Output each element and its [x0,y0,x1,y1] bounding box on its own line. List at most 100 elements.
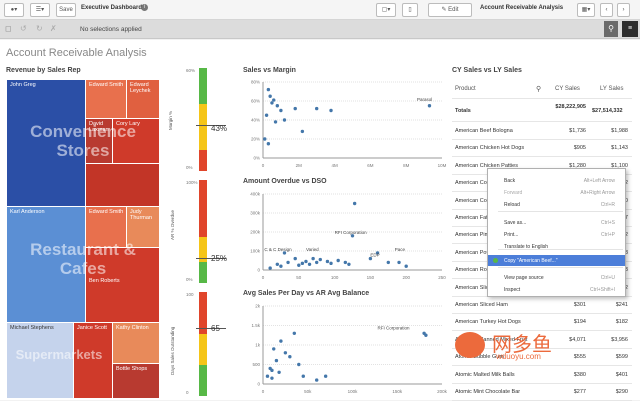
data-point[interactable] [266,142,271,146]
data-point[interactable] [270,101,274,105]
navigation-menu-button[interactable]: ●▾ [4,3,24,17]
data-point[interactable] [277,370,281,374]
treemap-tile[interactable]: Kathy Clinton [113,323,159,363]
data-point[interactable] [343,260,348,265]
data-point[interactable] [315,106,319,111]
column-header[interactable]: CY Sales [555,86,580,92]
step-forward-icon[interactable]: ↻ [36,24,43,33]
treemap-tile[interactable]: Edward Leychek [127,80,159,118]
data-point[interactable] [286,260,290,265]
context-menu-item[interactable]: Print... Ctrl+P [488,229,625,240]
data-point[interactable] [297,263,301,267]
data-point[interactable] [300,129,305,134]
data-point[interactable] [275,262,280,266]
treemap-tile[interactable]: Ben Roberts [86,248,159,322]
treemap-tile[interactable]: Karl Anderson [7,207,85,322]
data-point[interactable] [263,137,267,141]
data-point[interactable] [279,108,283,113]
data-point[interactable] [301,374,305,378]
story-icon[interactable]: ▢▾ [376,3,396,17]
context-menu-item[interactable]: Copy "American Beef..." [488,255,625,266]
data-point[interactable] [325,259,330,264]
data-point[interactable] [300,261,305,266]
previous-sheet-button[interactable]: ‹ [600,3,613,17]
sales-vs-margin-chart[interactable]: 80% 60% 40% 20% 0%0 2M 4M 6M 8M 10M Parasol [243,78,448,170]
menu-icon[interactable]: ≡ [622,21,638,37]
data-point[interactable] [336,258,340,263]
data-point[interactable] [323,374,328,378]
selection-tool-icon[interactable]: ◻ [5,24,12,33]
data-point[interactable] [424,333,428,337]
treemap-tile[interactable] [86,164,159,206]
data-point[interactable] [293,106,297,111]
data-point[interactable] [266,87,271,92]
context-menu-item[interactable]: Translate to English [488,241,625,252]
data-point[interactable] [375,251,380,255]
step-back-icon[interactable]: ↺ [20,24,27,33]
context-menu-item[interactable]: Reload Ctrl+R [488,199,625,210]
data-point[interactable] [304,259,308,264]
data-point[interactable] [282,118,287,122]
data-point[interactable] [268,94,272,98]
data-point[interactable] [279,264,283,268]
data-point[interactable] [368,256,373,261]
data-point[interactable] [386,260,390,265]
data-point[interactable] [297,362,301,367]
edit-button[interactable]: ✎ Edit [428,3,472,17]
context-menu-item[interactable]: Save as... Ctrl+S [488,217,625,228]
list-menu-button[interactable]: ☰▾ [30,3,50,17]
data-point[interactable] [272,347,276,351]
device-icon[interactable]: ▯ [402,3,418,17]
info-icon[interactable]: i [141,4,148,11]
table-row[interactable]: Atomic Malted Milk Balls $380 $401 [452,367,632,384]
data-point[interactable] [293,256,297,261]
context-menu-item[interactable]: Back Alt+Left Arrow [488,175,625,186]
table-row[interactable]: Applause Canned Mixed Fruit $4,071 $3,956 [452,332,632,349]
table-row[interactable]: Atomic Bubble Gum $555 $599 [452,349,632,367]
data-point[interactable] [273,120,278,124]
data-point[interactable] [292,331,297,335]
data-point[interactable] [288,355,292,359]
table-row[interactable]: American Chicken Hot Dogs $905 $1,143 [452,140,632,158]
data-point[interactable] [404,264,408,268]
data-point[interactable] [270,376,274,380]
gauge-overdue[interactable] [199,180,207,283]
data-point[interactable] [315,260,319,265]
data-point[interactable] [264,113,269,117]
sheets-icon[interactable]: ▦▾ [577,3,595,17]
treemap-tile[interactable]: Michael Stephens [7,323,73,398]
avg-sales-vs-ar-chart[interactable]: 2k 1.5k 1k 500 00 50k 100k 150k 200k RFI Corporat… [243,302,448,396]
treemap-tile[interactable]: Janice Scott [74,323,112,398]
table-row[interactable]: American Beef Bologna $1,736 $1,988 [452,123,632,140]
context-menu-item[interactable]: Inspect Ctrl+Shift+I [488,284,625,295]
treemap-tile[interactable]: Cory Lary [113,119,159,163]
next-sheet-button[interactable]: › [617,3,630,17]
column-header[interactable]: Product [455,86,476,92]
treemap-tile[interactable]: Edward Smith [86,207,126,247]
data-point[interactable] [315,378,319,382]
search-icon[interactable]: ⚲ [536,86,542,93]
save-button[interactable]: Save [56,3,76,17]
clear-selections-icon[interactable]: ✗ [50,24,57,33]
table-row[interactable]: American Turkey Hot Dogs $194 $182 [452,314,632,332]
overdue-vs-dso-chart[interactable]: 400k 300k 200k 100k 00 50 100 150 200 250 RFI Corp… [243,190,448,282]
data-point[interactable] [352,201,357,206]
data-point[interactable] [347,262,351,266]
treemap-tile[interactable]: David Laxman [86,119,112,163]
data-point[interactable] [397,260,401,265]
gauge-dso[interactable] [199,292,207,396]
gauge-margin[interactable] [199,68,207,171]
data-point[interactable] [272,98,276,102]
treemap-tile[interactable]: Judy Thurman [127,207,159,247]
data-point[interactable] [282,251,287,255]
data-point[interactable] [268,266,272,270]
treemap-tile[interactable]: Edward Smith [86,80,126,118]
treemap-tile[interactable]: Bottle Shops [113,364,159,398]
context-menu-item[interactable]: Forward Alt+Right Arrow [488,187,625,198]
table-row[interactable]: American Sliced Ham $301 $241 [452,297,632,314]
data-point[interactable] [279,339,283,343]
data-point[interactable] [318,257,322,262]
data-point[interactable] [311,256,315,261]
data-point[interactable] [307,262,312,266]
data-point[interactable] [329,261,333,266]
